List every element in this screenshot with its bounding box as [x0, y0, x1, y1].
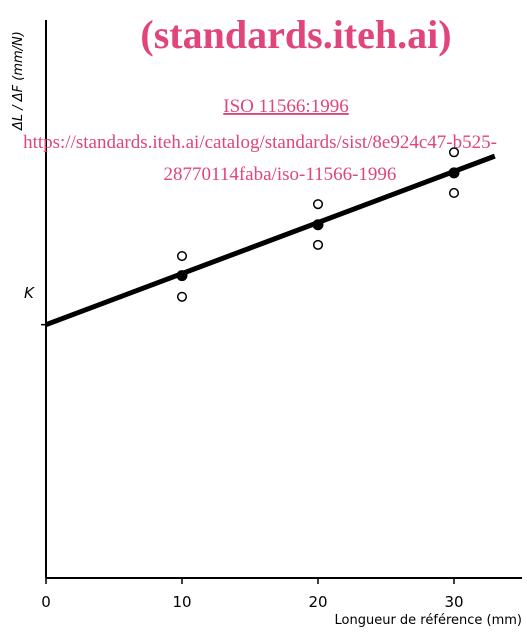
data-point-open: [176, 250, 188, 262]
watermark-link: ISO 11566:1996: [223, 96, 348, 117]
data-point-mean: [312, 219, 324, 231]
x-tick-label-10: 10: [172, 593, 191, 611]
y-axis-label: ΔL / ΔF (mm/N): [11, 31, 26, 131]
plot-area: [41, 147, 496, 328]
x-tick-labels: 0 10 20 30: [41, 578, 464, 611]
data-point-mean: [448, 167, 460, 179]
data-point-open: [312, 239, 324, 250]
x-tick-label-30: 30: [444, 593, 463, 611]
regression-line: [45, 153, 496, 328]
data-point-mean: [176, 270, 188, 282]
data-point-open: [448, 147, 460, 158]
x-tick-label-0: 0: [41, 593, 51, 611]
watermark-url-line-2: 28770114faba/iso-11566-1996: [164, 164, 397, 185]
x-tick-label-20: 20: [308, 593, 327, 611]
data-point-open: [312, 199, 324, 210]
data-point-open: [176, 291, 188, 302]
x-axis-label: Longueur de référence (mm): [335, 613, 522, 628]
axes: [45, 20, 522, 579]
data-point-open: [448, 187, 460, 199]
watermark-url-line-1: https://standards.iteh.ai/catalog/standa…: [23, 132, 497, 153]
watermark: (standards.iteh.ai) ISO 11566:1996 https…: [23, 12, 497, 185]
intercept-label-k: K: [24, 284, 35, 302]
watermark-title: (standards.iteh.ai): [140, 12, 451, 57]
